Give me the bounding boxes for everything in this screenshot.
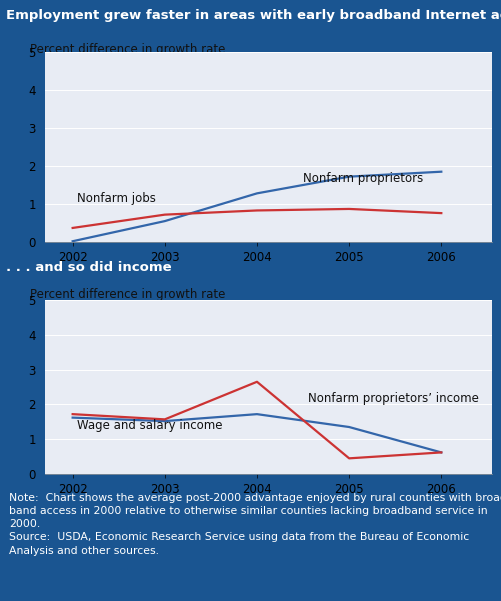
Text: Wage and salary income: Wage and salary income xyxy=(77,419,222,433)
Text: Percent difference in growth rate: Percent difference in growth rate xyxy=(30,43,225,56)
Text: Nonfarm jobs: Nonfarm jobs xyxy=(77,192,156,205)
Text: . . . and so did income: . . . and so did income xyxy=(6,261,171,274)
Text: Employment grew faster in areas with early broadband Internet access . . .: Employment grew faster in areas with ear… xyxy=(6,8,501,22)
Text: Note:  Chart shows the average post-2000 advantage enjoyed by rural counties wit: Note: Chart shows the average post-2000 … xyxy=(9,493,501,555)
Text: Nonfarm proprietors’ income: Nonfarm proprietors’ income xyxy=(307,392,477,404)
Text: Nonfarm proprietors: Nonfarm proprietors xyxy=(303,172,422,185)
Text: Percent difference in growth rate: Percent difference in growth rate xyxy=(30,288,225,301)
